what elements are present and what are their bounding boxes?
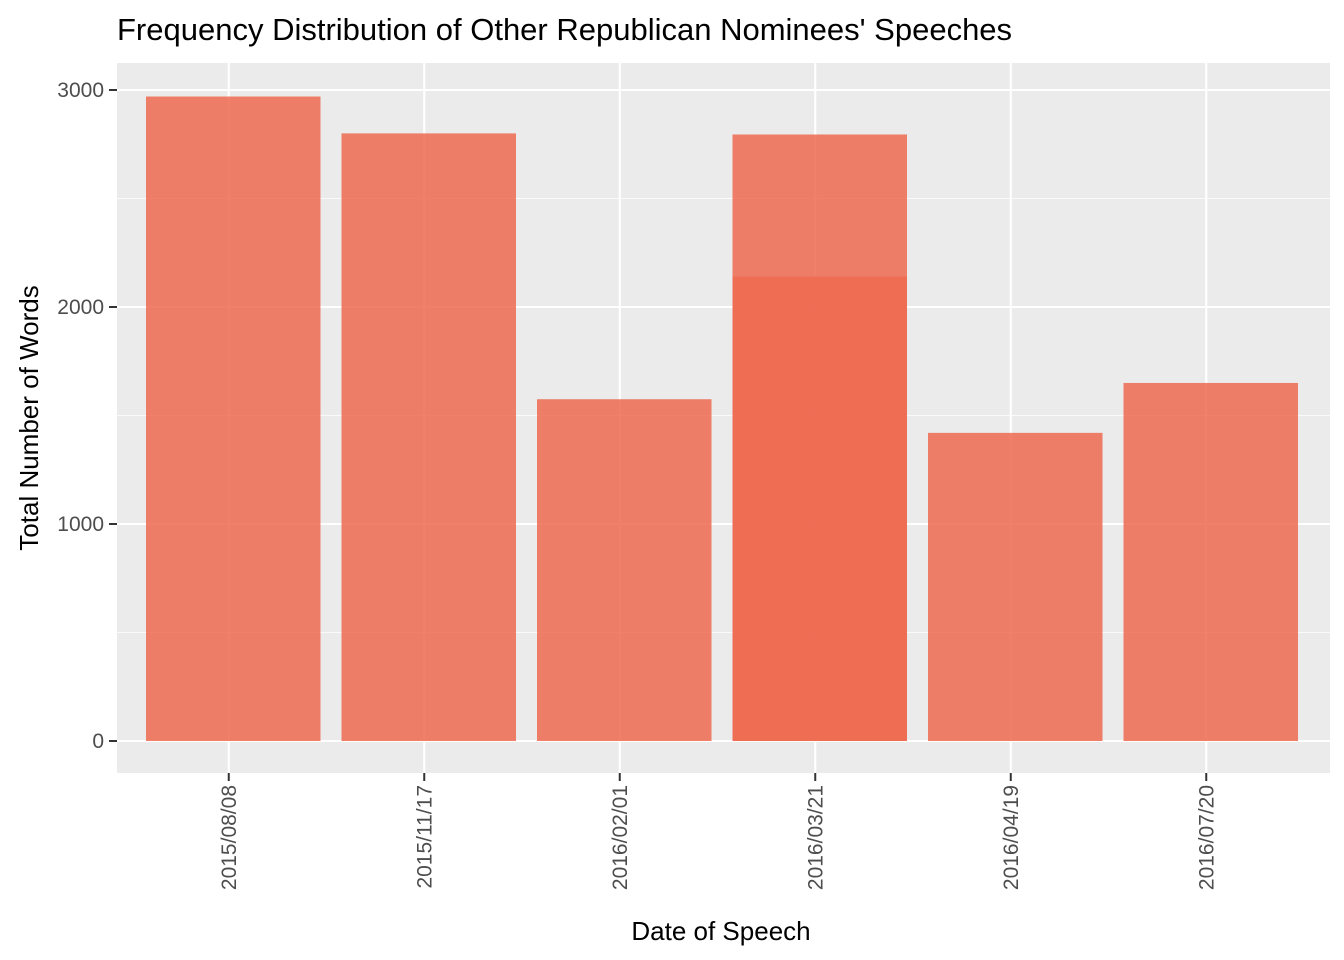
y-tick-label: 3000 — [57, 79, 104, 102]
bar-2016-03-21-s2 — [732, 134, 907, 742]
y-tick-label: 2000 — [57, 296, 104, 319]
x-tick-label: 2015/11/17 — [413, 785, 436, 889]
x-tick-label: 2015/08/08 — [218, 785, 241, 890]
x-tick-label: 2016/02/01 — [609, 785, 632, 890]
y-tick-label: 0 — [92, 730, 104, 753]
x-tick-label: 2016/04/19 — [1000, 785, 1023, 890]
bar-2016-04-19-s1 — [928, 432, 1103, 741]
bar-2015-11-17-s1 — [341, 133, 516, 741]
bar-2016-02-01-s1 — [537, 399, 712, 741]
y-tick-label: 1000 — [57, 513, 104, 536]
chart-title: Frequency Distribution of Other Republic… — [117, 12, 1012, 47]
bars — [146, 96, 1298, 742]
x-tick-label: 2016/03/21 — [804, 785, 827, 890]
bar-2016-07-20-s1 — [1123, 382, 1298, 741]
x-tick-label: 2016/07/20 — [1195, 785, 1218, 890]
x-axis-title: Date of Speech — [631, 916, 810, 946]
bar-2015-08-08-s1 — [146, 96, 321, 741]
y-axis: 0 1000 2000 3000 — [57, 79, 117, 753]
y-axis-title: Total Number of Words — [14, 285, 44, 550]
x-axis: 2015/08/08 2015/11/17 2016/02/01 2016/03/21… — [218, 773, 1218, 890]
